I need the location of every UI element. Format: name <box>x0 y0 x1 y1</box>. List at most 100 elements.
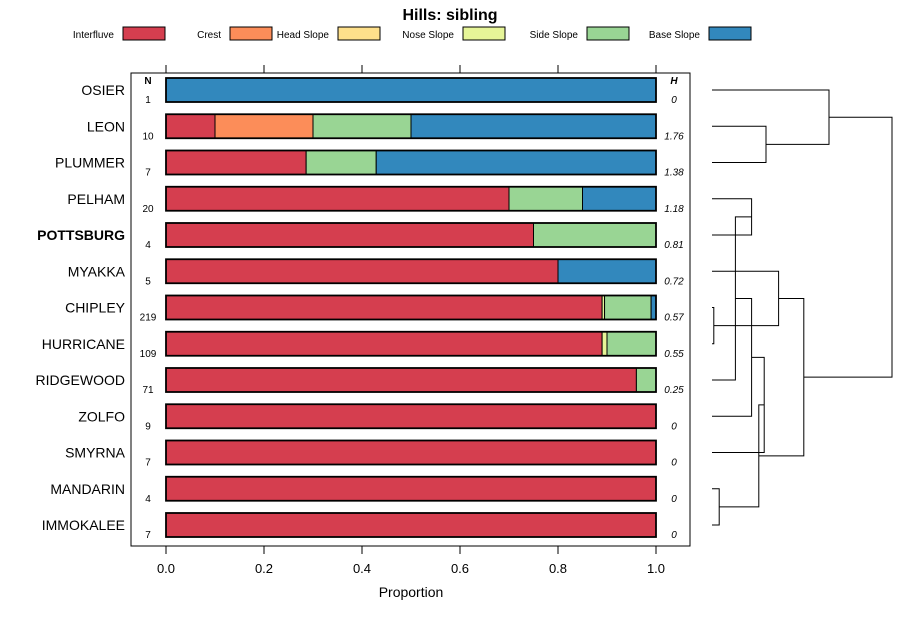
bars-group <box>165 77 657 538</box>
x-tick-label: 0.4 <box>353 561 371 576</box>
bar-segment-ridgewood-side-slope <box>635 367 657 393</box>
n-value-leon: 10 <box>142 131 154 142</box>
h-value-myakka: 0.72 <box>664 276 684 287</box>
legend-label-head-slope: Head Slope <box>277 30 330 41</box>
category-label-zolfo: ZOLFO <box>78 408 125 424</box>
category-label-immokalee: IMMOKALEE <box>42 517 125 533</box>
chart-title: Hills: sibling <box>402 7 497 24</box>
dendrogram-link <box>712 125 767 163</box>
category-label-ridgewood: RIDGEWOOD <box>36 372 125 388</box>
bar-segment-hurricane-nose-slope <box>601 331 608 357</box>
legend-swatch-crest <box>229 26 273 41</box>
bar-segment-chipley-interfluve <box>165 295 603 320</box>
bar-segment-pottsburg-interfluve <box>165 222 534 248</box>
h-value-zolfo: 0 <box>671 421 677 432</box>
x-tick-label: 0.6 <box>451 561 469 576</box>
legend-swatch-nose-slope <box>462 26 506 41</box>
n-value-osier: 1 <box>145 95 151 106</box>
bar-outline-pelham <box>165 185 657 212</box>
x-tick-label: 0.0 <box>157 561 175 576</box>
bar-segment-ridgewood-interfluve <box>165 367 637 393</box>
legend-swatch-base-slope <box>708 26 752 41</box>
n-value-plummer: 7 <box>145 168 151 179</box>
n-value-pottsburg: 4 <box>145 240 151 251</box>
legend-label-nose-slope: Nose Slope <box>402 30 454 41</box>
dendrogram-link <box>712 488 720 526</box>
bar-outline-leon <box>165 113 657 140</box>
dendrogram <box>712 89 893 526</box>
legend: Interfluve Crest Head Slope Nose Slope Side … <box>73 26 752 41</box>
n-value-mandarin: 4 <box>145 494 151 505</box>
n-value-pelham: 20 <box>142 204 154 215</box>
n-value-hurricane: 109 <box>140 349 157 360</box>
legend-label-side-slope: Side Slope <box>530 30 579 41</box>
x-tick-label: 0.2 <box>255 561 273 576</box>
n-value-immokalee: 7 <box>145 530 151 541</box>
bar-segment-zolfo-interfluve <box>165 403 657 429</box>
h-value-pelham: 1.18 <box>664 204 684 215</box>
bar-outline-mandarin <box>165 475 657 502</box>
bar-outline-plummer <box>165 149 657 176</box>
dendrogram-link <box>719 404 765 508</box>
dendrogram-link <box>712 297 753 417</box>
category-label-plummer: PLUMMER <box>55 155 125 171</box>
dendrogram-link <box>803 116 893 378</box>
bar-segment-smyrna-interfluve <box>165 440 657 465</box>
bar-outline-zolfo <box>165 403 657 430</box>
legend-swatch-head-slope <box>337 26 381 41</box>
bar-segment-leon-base-slope <box>410 113 657 139</box>
h-value-osier: 0 <box>671 95 677 106</box>
bar-outline-osier <box>165 77 657 103</box>
bar-segment-pelham-side-slope <box>508 186 583 212</box>
bar-segment-leon-interfluve <box>165 113 216 139</box>
category-label-chipley: CHIPLEY <box>65 300 126 316</box>
bar-segment-leon-side-slope <box>312 113 412 139</box>
category-label-smyrna: SMYRNA <box>65 445 126 461</box>
bar-segment-hurricane-side-slope <box>606 331 657 357</box>
h-value-pottsburg: 0.81 <box>664 240 683 251</box>
h-value-smyrna: 0 <box>671 458 677 469</box>
n-column-header: N <box>144 76 151 87</box>
bar-outline-chipley <box>165 294 657 321</box>
n-value-ridgewood: 71 <box>142 385 154 396</box>
category-label-mandarin: MANDARIN <box>50 481 125 497</box>
h-value-hurricane: 0.55 <box>664 349 684 360</box>
dendrogram-link <box>712 356 765 453</box>
h-value-ridgewood: 0.25 <box>664 385 684 396</box>
bar-segment-immokalee-interfluve <box>165 512 657 538</box>
bar-outline-pottsburg <box>165 222 657 248</box>
bar-outline-myakka <box>165 258 657 285</box>
bar-outline-immokalee <box>165 512 657 538</box>
dendrogram-link <box>712 89 830 145</box>
h-column-header: H <box>670 76 678 87</box>
plot-frame <box>130 72 691 547</box>
bar-outline-hurricane <box>165 330 657 357</box>
bar-segment-mandarin-interfluve <box>165 476 657 502</box>
category-label-leon: LEON <box>87 118 125 134</box>
bar-segment-hurricane-interfluve <box>165 331 603 357</box>
category-label-hurricane: HURRICANE <box>42 336 125 352</box>
category-label-myakka: MYAKKA <box>68 263 126 279</box>
n-value-zolfo: 9 <box>145 421 151 432</box>
h-value-immokalee: 0 <box>671 530 677 541</box>
bar-outline-smyrna <box>165 439 657 466</box>
n-value-smyrna: 7 <box>145 458 151 469</box>
h-value-leon: 1.76 <box>664 131 684 142</box>
bar-segment-pottsburg-side-slope <box>533 222 657 248</box>
n-value-myakka: 5 <box>145 276 151 287</box>
category-label-osier: OSIER <box>81 82 125 98</box>
bar-segment-leon-crest <box>214 113 314 139</box>
x-tick-label: 0.8 <box>549 561 567 576</box>
legend-label-crest: Crest <box>197 30 221 41</box>
legend-label-base-slope: Base Slope <box>649 30 701 41</box>
dendrogram-link <box>758 297 805 457</box>
x-axis: 0.0 0.2 0.4 0.6 0.8 1.0 <box>157 65 665 576</box>
bar-segment-osier-base-slope <box>165 77 657 103</box>
h-value-plummer: 1.38 <box>664 168 684 179</box>
x-tick-label: 1.0 <box>647 561 665 576</box>
category-label-pelham: PELHAM <box>67 191 125 207</box>
h-value-chipley: 0.57 <box>664 313 684 324</box>
x-axis-title: Proportion <box>379 584 444 600</box>
